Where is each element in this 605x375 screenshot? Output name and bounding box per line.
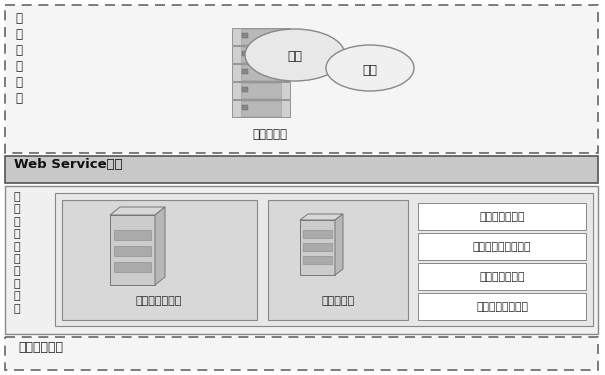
Bar (418, 203, 586, 230)
Bar (303, 243, 332, 251)
Ellipse shape (326, 45, 414, 91)
Text: Web Service接口: Web Service接口 (14, 158, 123, 171)
Bar (241, 47, 281, 62)
Bar (114, 246, 151, 256)
Bar (232, 28, 290, 45)
Text: 应用: 应用 (287, 51, 302, 63)
Polygon shape (300, 214, 343, 220)
Bar (232, 46, 290, 63)
Text: 理
平
台
业
务
资
源
综
合
管: 理 平 台 业 务 资 源 综 合 管 (14, 192, 21, 314)
Text: 业务能力服务器: 业务能力服务器 (136, 296, 182, 306)
Bar (110, 215, 155, 285)
Bar (418, 293, 586, 320)
Bar (5, 337, 598, 370)
Bar (5, 156, 598, 183)
Bar (300, 220, 335, 275)
Bar (114, 230, 151, 240)
Text: 业务发现与注册模块: 业务发现与注册模块 (473, 243, 531, 252)
Text: 应用服务器: 应用服务器 (252, 128, 287, 141)
Bar (114, 262, 151, 272)
Bar (5, 186, 598, 334)
Bar (243, 69, 249, 74)
Ellipse shape (245, 29, 345, 81)
Bar (243, 33, 249, 38)
Bar (303, 256, 332, 264)
Bar (55, 193, 593, 326)
Bar (5, 5, 598, 153)
Bar (241, 83, 281, 98)
Polygon shape (155, 207, 165, 285)
Bar (243, 105, 249, 110)
Bar (232, 100, 290, 117)
Bar (243, 51, 249, 56)
Bar (241, 65, 281, 80)
Bar (268, 200, 408, 320)
Text: 应用: 应用 (362, 63, 378, 76)
Bar (241, 101, 281, 116)
Text: 完整性管理模块: 完整性管理模块 (479, 273, 525, 282)
Text: 核心网络元素: 核心网络元素 (18, 341, 63, 354)
Bar (303, 230, 332, 238)
Bar (62, 200, 257, 320)
Bar (241, 29, 281, 44)
Polygon shape (335, 214, 343, 275)
Bar (232, 82, 290, 99)
Text: 业务合约管理模块: 业务合约管理模块 (476, 303, 528, 312)
Bar (418, 233, 586, 260)
Text: 框架服务器: 框架服务器 (321, 296, 355, 306)
Bar (232, 64, 290, 81)
Text: 应
用
生
成
平
台: 应 用 生 成 平 台 (15, 12, 22, 105)
Text: 鉴权接入中间件: 鉴权接入中间件 (479, 213, 525, 222)
Bar (243, 87, 249, 92)
Polygon shape (110, 207, 165, 215)
Bar (418, 263, 586, 290)
